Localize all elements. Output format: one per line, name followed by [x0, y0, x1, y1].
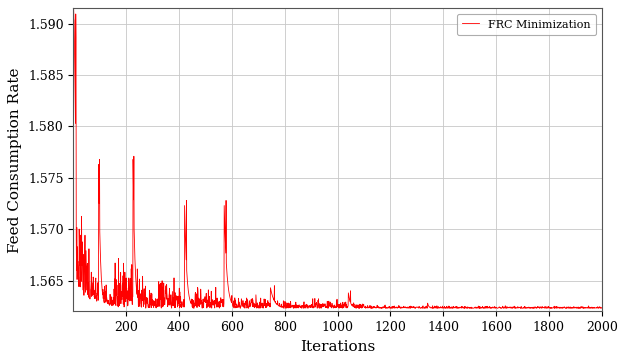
FRC Minimization: [70, 6, 78, 10]
FRC Minimization: [598, 306, 605, 310]
FRC Minimization: [517, 306, 525, 311]
Line: FRC Minimization: FRC Minimization: [74, 8, 602, 308]
FRC Minimization: [583, 306, 590, 310]
Legend: FRC Minimization: FRC Minimization: [457, 14, 596, 35]
FRC Minimization: [312, 301, 320, 306]
FRC Minimization: [97, 258, 105, 263]
FRC Minimization: [327, 300, 334, 304]
X-axis label: Iterations: Iterations: [300, 340, 375, 354]
FRC Minimization: [486, 306, 493, 310]
Y-axis label: Feed Consumption Rate: Feed Consumption Rate: [8, 67, 23, 253]
FRC Minimization: [583, 306, 590, 310]
